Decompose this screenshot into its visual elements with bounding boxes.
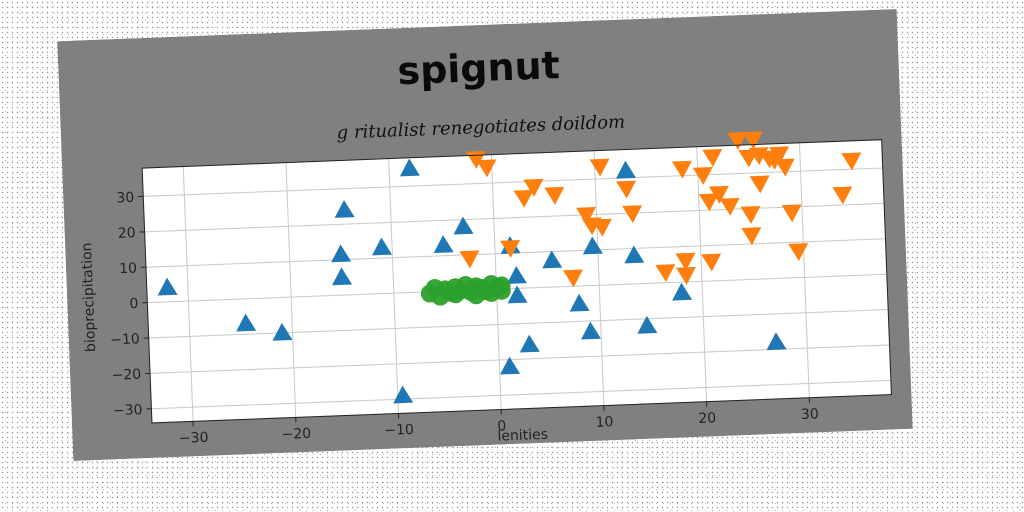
data-point-triangle-up [672,282,693,301]
y-grid-line [150,344,890,374]
y-grid-line [144,202,885,233]
data-point-triangle-up [331,244,352,263]
x-tick-label: −20 [281,426,311,443]
data-point-triangle-up [372,237,393,256]
data-point-triangle-up [506,266,527,284]
data-point-triangle-down [575,206,596,225]
data-point-triangle-down [832,186,853,205]
x-grid-line [696,146,708,402]
y-tick-label: −30 [113,402,143,419]
y-tick-label: 30 [116,190,134,207]
data-point-triangle-up [581,321,602,340]
data-point-triangle-down [769,146,790,165]
data-point-triangle-up [236,313,257,332]
data-point-triangle-up [500,356,521,375]
data-point-triangle-down [698,193,719,212]
data-point-triangle-down [476,159,497,178]
x-tick-label: 0 [497,418,507,434]
data-point-triangle-down [589,158,610,177]
data-point-triangle-up [615,160,636,179]
data-point-triangle-up [157,277,178,296]
data-point-triangle-up [519,334,540,353]
data-point-triangle-up [569,293,590,312]
data-point-triangle-down [671,160,692,179]
data-point-triangle-up [332,267,353,286]
y-tick-label: −20 [111,367,141,384]
data-point-triangle-down [591,218,612,237]
x-grid-line [388,158,399,414]
data-point-triangle-up [766,332,787,351]
x-grid-line [798,142,810,398]
x-tick-label: 30 [801,406,819,423]
data-point-triangle-down [727,132,748,150]
x-tick-label: 10 [595,414,613,431]
tick-labels: −30 −20 −10 0 10 20 30 −30 −20 −10 0 10 20 30 [110,190,819,447]
x-axis-label: lenities [497,427,548,445]
data-point-triangle-down [655,264,676,283]
data-point-triangle-up [624,245,645,264]
scatter-chart: spignut g ritualist renegotiates doildom… [57,9,913,461]
grid-lines [143,142,891,422]
data-point-triangle-down [788,243,809,261]
data-point-triangle-up [637,315,658,334]
data-point-triangle-up [334,199,355,218]
y-grid-line [151,379,891,410]
data-point-triangle-up [542,250,563,269]
data-point-triangle-down [742,131,763,150]
data-point-triangle-down [749,175,770,194]
data-point-triangle-down [692,167,713,185]
data-point-triangle-down [774,158,795,177]
data-point-triangle-up [272,322,293,341]
data-point-triangle-down [741,227,762,246]
data-point-triangle-down [781,204,802,223]
data-point-triangle-up [393,385,414,404]
x-tick-label: −10 [384,422,414,439]
y-tick-label: 10 [119,261,137,278]
data-point-triangle-down [841,152,862,171]
x-grid-line [285,162,297,418]
data-point-circle [492,276,511,295]
axes [138,139,892,427]
data-point-triangle-down [562,269,583,288]
y-axis-label: bioprecipitation [79,242,99,352]
data-point-triangle-down [622,205,643,224]
data-point-triangle-down [701,253,722,272]
data-point-triangle-down [544,186,565,205]
data-point-triangle-down [740,205,761,224]
chart-title: spignut [397,43,561,93]
data-point-triangle-down [702,148,723,167]
data-point-triangle-down [675,266,696,285]
data-point-triangle-down [500,240,521,258]
chart-figure: spignut g ritualist renegotiates doildom… [57,9,913,461]
data-point-triangle-down [513,189,534,208]
data-point-triangle-up [582,236,603,255]
x-grid-line [182,166,194,422]
y-tick-label: 0 [129,296,139,312]
data-point-triangle-up [433,235,454,254]
y-tick-label: −10 [110,331,140,348]
data-point-triangle-down [616,180,637,199]
data-point-triangle-down [719,197,740,216]
x-tick-label: 20 [698,410,716,427]
data-point-triangle-up [507,285,528,304]
x-tick-label: −30 [179,430,209,447]
y-tick-label: 20 [118,225,136,242]
data-point-triangle-down [523,178,544,197]
y-grid-line [143,167,883,197]
data-point-triangle-up [399,158,420,177]
data-point-triangle-up [453,216,474,235]
data-point-triangle-down [675,252,696,271]
data-point-triangle-down [459,250,480,269]
x-grid-line [593,150,605,406]
data-point-triangle-down [708,185,729,204]
plot-frame [141,139,892,424]
y-grid-line [148,309,889,339]
